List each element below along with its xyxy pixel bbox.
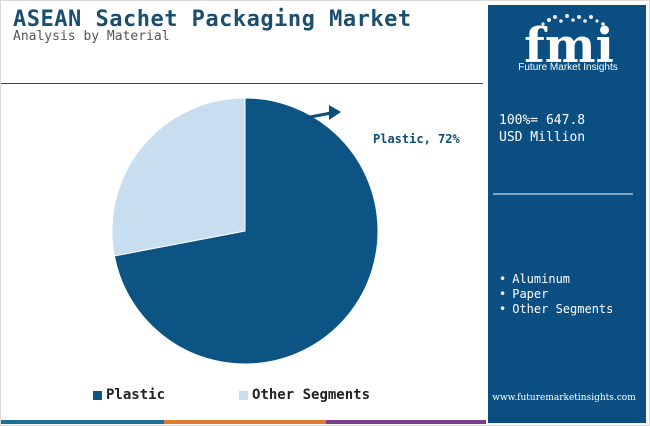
logo-caption: Future Market Insights xyxy=(518,62,618,73)
panel-divider xyxy=(493,193,633,195)
market-total-value: 100%= 647.8 xyxy=(499,113,586,128)
pie-chart xyxy=(111,97,379,365)
list-item: Paper xyxy=(499,287,613,302)
pie-slice-other-segments xyxy=(111,97,246,257)
callout-arrow-icon xyxy=(304,105,341,120)
legend-swatch-plastic xyxy=(93,390,102,400)
legend-label-plastic: Plastic xyxy=(106,387,166,403)
legend-item-other-segments: Other Segments xyxy=(239,387,370,403)
fmi-logo-icon: fmi xyxy=(524,14,614,74)
list-item: Aluminum xyxy=(499,272,613,287)
bottom-bar-orange xyxy=(164,420,326,424)
market-total: 100%= 647.8 USD Million xyxy=(499,112,585,146)
chart-legend: Plastic Other Segments xyxy=(93,387,370,403)
legend-label-other-segments: Other Segments xyxy=(252,387,371,403)
page-title: ASEAN Sachet Packaging Market xyxy=(13,7,412,32)
pie-slices xyxy=(111,97,379,365)
page-subtitle: Analysis by Material xyxy=(13,29,170,44)
logo-letters: fmi xyxy=(524,18,614,74)
title-divider xyxy=(1,83,483,84)
website-link[interactable]: www.futuremarketinsights.com xyxy=(492,393,636,403)
slice-label-plastic: Plastic, 72% xyxy=(373,132,460,146)
legend-swatch-other-segments xyxy=(239,390,249,400)
other-segments-list: Aluminum Paper Other Segments xyxy=(499,272,613,317)
pie-slice-plastic xyxy=(113,97,379,365)
legend-item-plastic: Plastic xyxy=(93,387,165,403)
bottom-bar-blue xyxy=(1,420,164,424)
bottom-bar-purple xyxy=(326,420,486,424)
side-panel: fmi Future Market Insights 100%= 647.8 U… xyxy=(488,5,646,423)
market-total-unit: USD Million xyxy=(499,130,586,145)
list-item: Other Segments xyxy=(499,302,613,317)
